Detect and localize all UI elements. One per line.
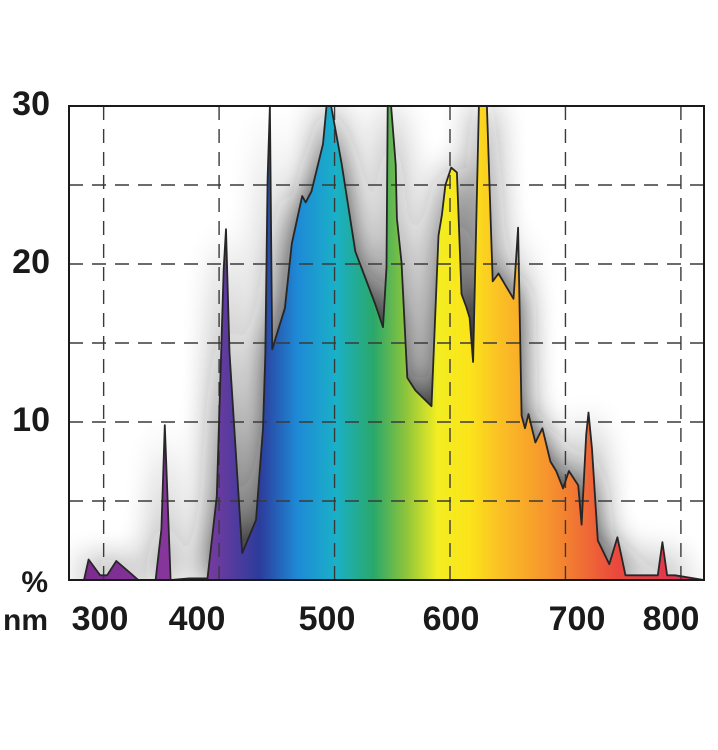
emission-spectrum-outline xyxy=(83,106,704,580)
y-tick-label-30: 30 xyxy=(12,85,50,123)
y-tick-label-20: 20 xyxy=(12,243,50,281)
x-tick-label-500: 500 xyxy=(299,600,356,638)
grid-lines xyxy=(69,106,704,580)
x-tick-label-700: 700 xyxy=(549,600,606,638)
plot-frame xyxy=(68,105,705,581)
y-unit-label: % xyxy=(21,566,48,599)
y-tick-label-10: 10 xyxy=(12,401,50,439)
x-tick-label-600: 600 xyxy=(423,600,480,638)
x-unit-label: nm xyxy=(3,604,48,637)
x-tick-label-800: 800 xyxy=(643,600,700,638)
x-tick-label-300: 300 xyxy=(72,600,129,638)
x-tick-label-400: 400 xyxy=(169,600,226,638)
